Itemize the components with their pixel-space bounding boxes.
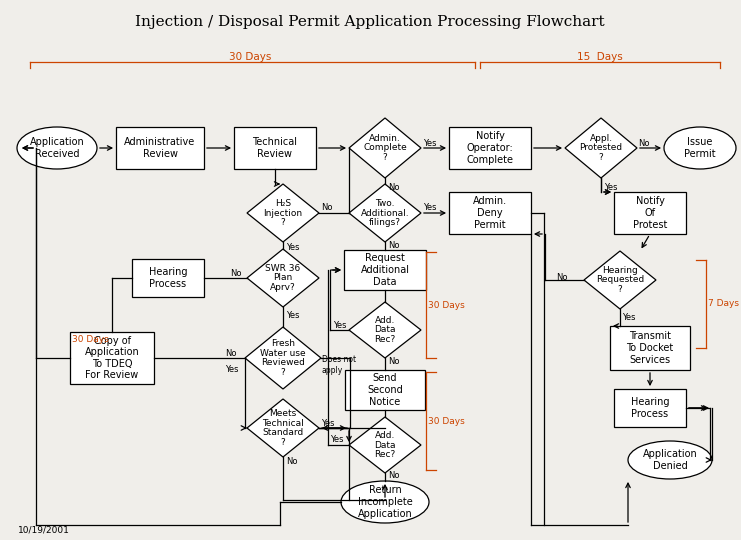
- Text: 10/19/2001: 10/19/2001: [18, 525, 70, 535]
- FancyBboxPatch shape: [449, 127, 531, 169]
- Text: No: No: [638, 138, 650, 147]
- Polygon shape: [349, 417, 421, 473]
- Polygon shape: [247, 184, 319, 242]
- Text: Copy of
Application
To TDEQ
For Review: Copy of Application To TDEQ For Review: [84, 335, 139, 380]
- Text: Hearing
Requested
?: Hearing Requested ?: [596, 266, 644, 294]
- Text: Application
Denied: Application Denied: [642, 449, 697, 471]
- FancyBboxPatch shape: [614, 389, 686, 427]
- Text: Yes: Yes: [333, 321, 347, 329]
- Polygon shape: [247, 399, 319, 457]
- Text: Hearing
Process: Hearing Process: [631, 397, 669, 419]
- Ellipse shape: [664, 127, 736, 169]
- Text: Yes: Yes: [604, 184, 617, 192]
- Ellipse shape: [17, 127, 97, 169]
- Ellipse shape: [341, 481, 429, 523]
- FancyBboxPatch shape: [344, 250, 426, 290]
- Text: Issue
Permit: Issue Permit: [684, 137, 716, 159]
- FancyBboxPatch shape: [449, 192, 531, 234]
- Text: Notify
Of
Protest: Notify Of Protest: [633, 197, 667, 230]
- Text: 15  Days: 15 Days: [577, 52, 623, 62]
- Text: Yes: Yes: [286, 312, 299, 321]
- Text: 30 Days: 30 Days: [428, 300, 465, 309]
- Polygon shape: [349, 184, 421, 242]
- Text: Administrative
Review: Administrative Review: [124, 137, 196, 159]
- FancyBboxPatch shape: [132, 259, 204, 297]
- FancyBboxPatch shape: [70, 332, 154, 384]
- Text: No: No: [230, 268, 242, 278]
- Polygon shape: [247, 249, 319, 307]
- Text: No: No: [388, 471, 399, 481]
- FancyBboxPatch shape: [345, 370, 425, 410]
- Text: 7 Days: 7 Days: [708, 300, 739, 308]
- Polygon shape: [565, 118, 637, 178]
- Polygon shape: [349, 118, 421, 178]
- Text: No: No: [388, 241, 399, 251]
- Text: Yes: Yes: [286, 244, 299, 253]
- Text: No: No: [321, 204, 333, 213]
- Text: Appl.
Protested
?: Appl. Protested ?: [579, 134, 622, 162]
- Text: Admin.
Deny
Permit: Admin. Deny Permit: [473, 197, 507, 230]
- FancyBboxPatch shape: [610, 326, 690, 370]
- Text: Two.
Additional.
filings?: Two. Additional. filings?: [361, 199, 409, 227]
- Text: SWR 36
Plan
Aprv?: SWR 36 Plan Aprv?: [265, 264, 301, 292]
- FancyBboxPatch shape: [234, 127, 316, 169]
- Text: Send
Second
Notice: Send Second Notice: [367, 373, 403, 407]
- Text: 30 Days: 30 Days: [428, 416, 465, 426]
- Text: Hearing
Process: Hearing Process: [149, 267, 187, 289]
- Text: No: No: [556, 273, 568, 281]
- Ellipse shape: [628, 441, 712, 479]
- Text: Does not
apply: Does not apply: [322, 355, 356, 375]
- Text: Meets
Technical
Standard
?: Meets Technical Standard ?: [262, 409, 304, 447]
- Text: H₂S
Injection
?: H₂S Injection ?: [264, 199, 302, 227]
- Text: Notify
Operator:
Complete: Notify Operator: Complete: [467, 131, 514, 165]
- Text: Yes: Yes: [423, 204, 436, 213]
- Polygon shape: [349, 302, 421, 358]
- FancyBboxPatch shape: [614, 192, 686, 234]
- Text: Application
Received: Application Received: [30, 137, 84, 159]
- Text: Transmit
To Docket
Services: Transmit To Docket Services: [626, 332, 674, 364]
- Text: Request
Additional
Data: Request Additional Data: [361, 253, 410, 287]
- Text: No: No: [286, 457, 297, 467]
- Text: No: No: [388, 184, 399, 192]
- Text: Add.
Data
Rec?: Add. Data Rec?: [374, 431, 396, 459]
- Text: No: No: [388, 357, 399, 367]
- Text: Yes: Yes: [321, 418, 334, 428]
- Text: Yes: Yes: [423, 138, 436, 147]
- FancyBboxPatch shape: [116, 127, 204, 169]
- Text: Technical
Review: Technical Review: [253, 137, 297, 159]
- Text: Add.
Data
Rec?: Add. Data Rec?: [374, 316, 396, 344]
- Text: Yes: Yes: [225, 366, 239, 375]
- Text: Admin.
Complete
?: Admin. Complete ?: [363, 134, 407, 162]
- Text: Injection / Disposal Permit Application Processing Flowchart: Injection / Disposal Permit Application …: [135, 15, 605, 29]
- Text: Yes: Yes: [330, 435, 344, 444]
- Text: Yes: Yes: [622, 313, 636, 321]
- Text: Return
Incomplete
Application: Return Incomplete Application: [358, 485, 413, 518]
- Text: 30 Days: 30 Days: [229, 52, 271, 62]
- Polygon shape: [245, 327, 321, 389]
- Text: No: No: [225, 348, 236, 357]
- Text: Fresh
Water use
Reviewed
?: Fresh Water use Reviewed ?: [260, 339, 306, 377]
- Text: 30 Days: 30 Days: [72, 335, 109, 345]
- Polygon shape: [584, 251, 656, 309]
